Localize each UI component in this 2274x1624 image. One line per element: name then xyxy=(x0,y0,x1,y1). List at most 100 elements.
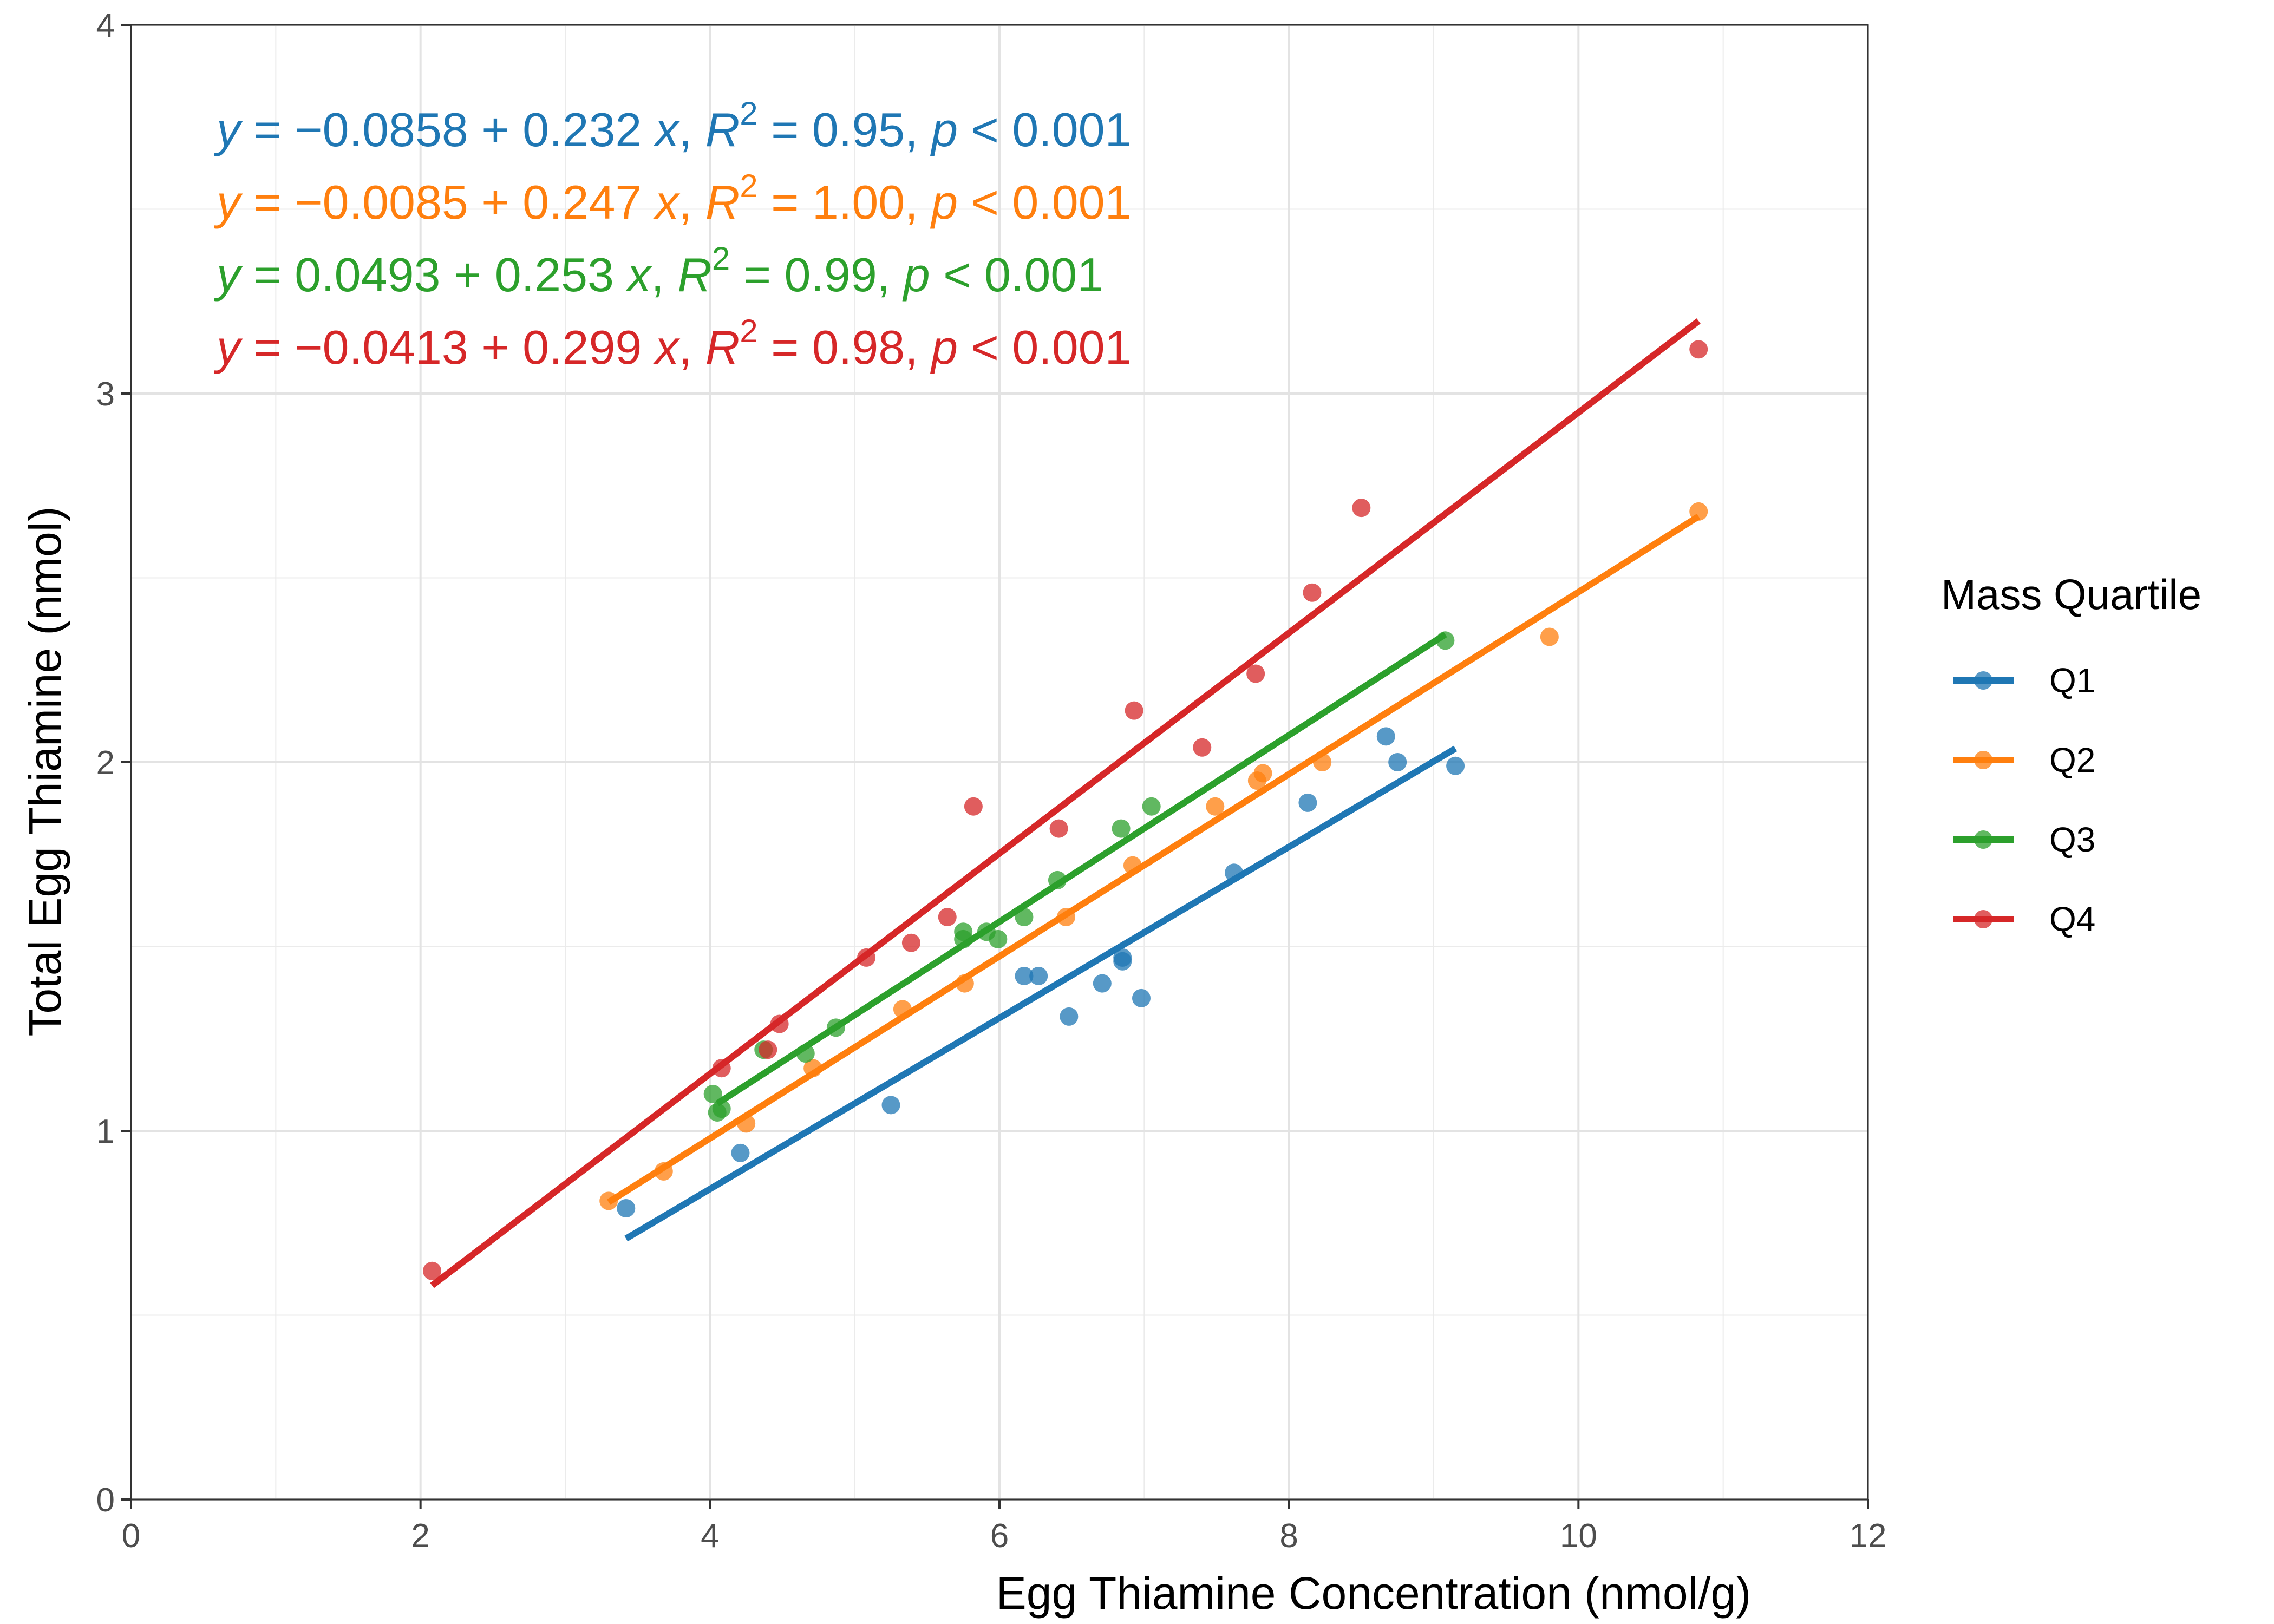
eq-sep: , xyxy=(651,248,677,302)
y-tick-label: 4 xyxy=(96,7,115,44)
data-point-q2 xyxy=(1540,627,1559,646)
eq-coefficients: = 0.0493 + 0.253 xyxy=(240,248,627,302)
legend-label: Q2 xyxy=(2049,741,2095,780)
x-tick-label: 2 xyxy=(411,1517,429,1555)
data-point-q1 xyxy=(1015,966,1034,985)
data-point-q2 xyxy=(654,1162,673,1181)
data-point-q2 xyxy=(599,1191,618,1210)
data-point-q3 xyxy=(954,922,973,941)
eq-r: R xyxy=(705,175,740,229)
data-point-q1 xyxy=(1446,756,1465,775)
legend-item-q3: Q3 xyxy=(1953,820,2095,859)
eq-var-y: y xyxy=(214,103,243,156)
data-point-q1 xyxy=(1060,1007,1079,1026)
regression-line-q2 xyxy=(607,514,1701,1205)
eq-r: R xyxy=(705,320,740,374)
data-point-q1 xyxy=(1113,948,1132,967)
eq-r2-value: = 1.00, xyxy=(758,175,931,229)
data-point-q3 xyxy=(796,1044,815,1063)
equation-q3: y = 0.0493 + 0.253 x, R2 = 0.99, p < 0.0… xyxy=(214,240,1103,302)
data-point-q2 xyxy=(1123,856,1142,875)
data-point-q4 xyxy=(857,948,876,967)
data-point-q1 xyxy=(1225,863,1244,882)
data-point-q2 xyxy=(1253,764,1272,783)
legend-label: Q4 xyxy=(2049,900,2095,939)
eq-r2-value: = 0.99, xyxy=(730,248,903,302)
eq-p: p xyxy=(902,248,930,302)
data-point-q4 xyxy=(964,797,983,816)
data-point-q2 xyxy=(1689,502,1708,521)
x-tick-label: 12 xyxy=(1850,1517,1887,1555)
data-point-q4 xyxy=(938,908,957,927)
data-point-q1 xyxy=(1132,988,1151,1007)
eq-p: p xyxy=(930,103,958,156)
x-tick-label: 10 xyxy=(1560,1517,1597,1555)
legend-item-q2: Q2 xyxy=(1953,741,2095,780)
data-point-q2 xyxy=(737,1114,756,1133)
eq-sep: , xyxy=(679,175,705,229)
eq-r: R xyxy=(705,103,740,156)
data-point-q2 xyxy=(1206,797,1225,816)
eq-p: p xyxy=(930,175,958,229)
eq-r2-value: = 0.98, xyxy=(758,320,931,374)
y-tick-label: 2 xyxy=(96,744,115,782)
data-point-q2 xyxy=(955,974,974,993)
eq-coefficients: = −0.0413 + 0.299 xyxy=(240,320,655,374)
data-point-q1 xyxy=(1376,727,1395,746)
eq-r-sup: 2 xyxy=(740,168,757,204)
data-point-q4 xyxy=(1303,583,1322,602)
data-point-q4 xyxy=(759,1040,777,1059)
equation-q2: y = −0.0085 + 0.247 x, R2 = 1.00, p < 0.… xyxy=(214,168,1132,229)
equation-q4: y = −0.0413 + 0.299 x, R2 = 0.98, p < 0.… xyxy=(214,313,1132,374)
data-point-q4 xyxy=(770,1014,789,1033)
data-point-q3 xyxy=(1015,908,1034,927)
legend: Mass Quartile Q1 Q2 Q3 Q4 xyxy=(1941,571,2201,939)
legend-key-point xyxy=(1974,910,1992,928)
eq-p-value: < 0.001 xyxy=(930,248,1104,302)
equation-q1: y = −0.0858 + 0.232 x, R2 = 0.95, p < 0.… xyxy=(214,95,1132,156)
data-point-q3 xyxy=(703,1084,722,1103)
data-point-q4 xyxy=(1049,819,1068,838)
eq-var-x: x xyxy=(653,175,681,229)
data-point-q3 xyxy=(1142,797,1161,816)
data-point-q4 xyxy=(712,1059,731,1078)
legend-key-point xyxy=(1974,751,1992,769)
data-point-q2 xyxy=(893,1000,912,1019)
eq-var-x: x xyxy=(625,248,652,302)
legend-label: Q1 xyxy=(2049,661,2095,700)
x-tick-label: 8 xyxy=(1279,1517,1298,1555)
data-point-q1 xyxy=(1029,966,1048,985)
regression-equations: y = −0.0858 + 0.232 x, R2 = 0.95, p < 0.… xyxy=(214,95,1132,374)
eq-r-sup: 2 xyxy=(740,95,757,132)
y-tick-label: 0 xyxy=(96,1482,115,1519)
legend-label: Q3 xyxy=(2049,820,2095,859)
data-point-q1 xyxy=(731,1143,750,1162)
x-tick-label: 0 xyxy=(122,1517,140,1555)
eq-p-value: < 0.001 xyxy=(958,175,1132,229)
data-point-q3 xyxy=(712,1099,731,1118)
data-point-q1 xyxy=(1298,793,1317,812)
data-point-q4 xyxy=(1125,701,1143,720)
eq-var-y: y xyxy=(214,320,243,374)
data-point-q1 xyxy=(617,1199,636,1218)
legend-item-q1: Q1 xyxy=(1953,661,2095,700)
eq-r-sup: 2 xyxy=(740,313,757,349)
eq-sep: , xyxy=(679,103,705,156)
data-point-q1 xyxy=(881,1096,900,1115)
data-point-q3 xyxy=(826,1018,845,1037)
x-tick-label: 6 xyxy=(990,1517,1009,1555)
eq-sep: , xyxy=(679,320,705,374)
x-axis-title: Egg Thiamine Concentration (nmol/g) xyxy=(996,1568,1752,1619)
eq-var-x: x xyxy=(653,103,681,156)
eq-var-x: x xyxy=(653,320,681,374)
data-point-q3 xyxy=(989,929,1008,948)
y-tick-label: 3 xyxy=(96,376,115,413)
eq-r2-value: = 0.95, xyxy=(758,103,931,156)
data-point-q2 xyxy=(803,1059,822,1078)
eq-p: p xyxy=(930,320,958,374)
legend-key-point xyxy=(1974,671,1992,690)
eq-var-y: y xyxy=(214,248,243,302)
y-tick-label: 1 xyxy=(96,1113,115,1150)
data-points xyxy=(423,340,1708,1280)
